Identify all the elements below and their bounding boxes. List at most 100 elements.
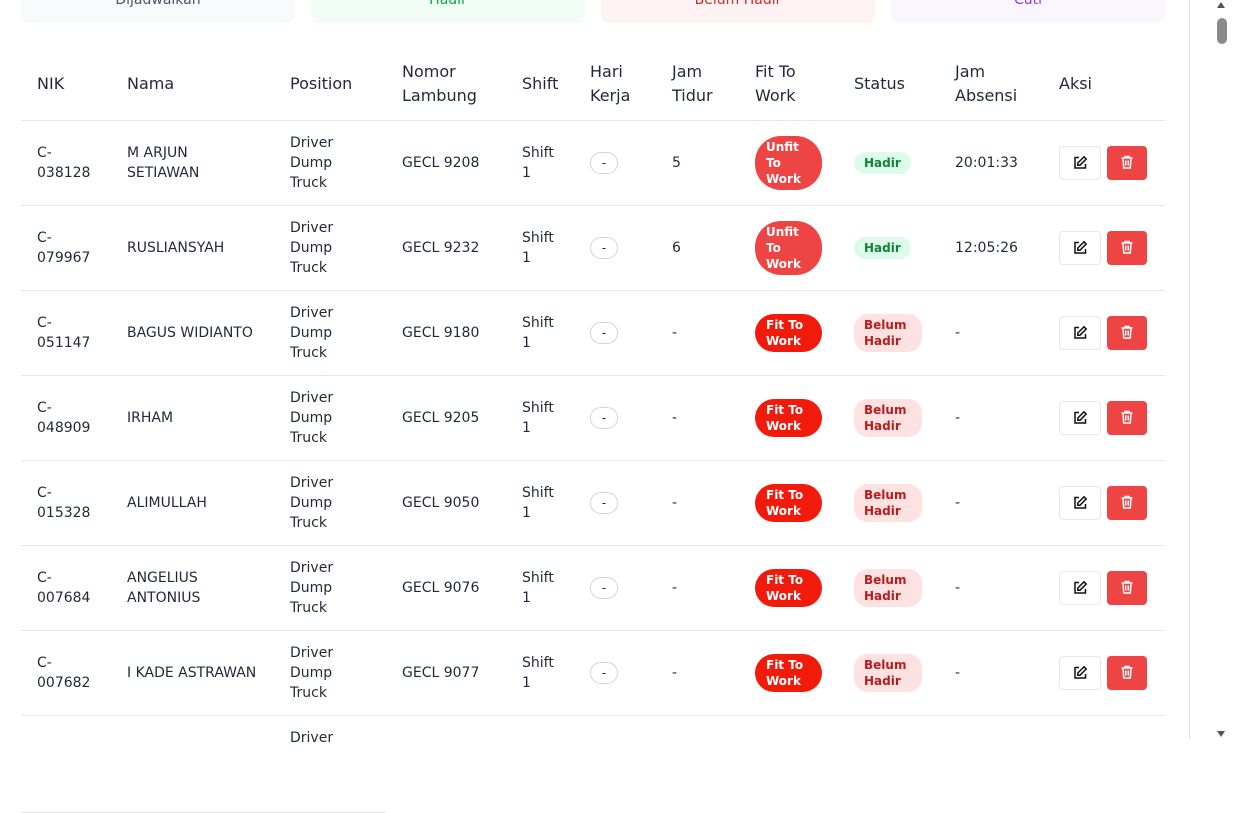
status-badge: Hadir xyxy=(854,237,911,259)
table-cell: Fit To Work xyxy=(739,460,838,546)
table-cell: C-007684 xyxy=(21,545,111,631)
card-leave[interactable]: Cuti xyxy=(891,0,1165,23)
table-cell: RUSLIANSYAH xyxy=(111,205,274,291)
cell-text: 20:01:33 xyxy=(955,155,1018,171)
table-cell: Driver Dump Truck xyxy=(274,375,386,461)
cell-text: - xyxy=(672,410,678,426)
edit-button[interactable] xyxy=(1059,571,1101,605)
column-header: Fit To Work xyxy=(739,48,838,121)
table-row: C-051147 BAGUS WIDIANTO Driver Dump Truck G… xyxy=(21,290,1165,376)
header-text: Fit To Work xyxy=(755,62,796,105)
table-cell: - xyxy=(656,375,739,461)
table-cell: - xyxy=(656,630,739,716)
delete-button[interactable] xyxy=(1107,146,1147,180)
cell-text: Driver Dump Truck xyxy=(290,305,334,361)
edit-button[interactable] xyxy=(1059,231,1101,265)
table-cell: IRHAM xyxy=(111,375,274,461)
table-cell: C-079967 xyxy=(21,205,111,291)
edit-button[interactable] xyxy=(1059,146,1101,180)
fitness-badge: Fit To Work xyxy=(755,484,822,522)
table-cell: ALIMULLAH xyxy=(111,460,274,546)
cell-text: - xyxy=(955,665,961,681)
table-cell: C-015328 xyxy=(21,460,111,546)
cell-text: C-038128 xyxy=(37,145,91,181)
table-cell: Fit To Work xyxy=(739,375,838,461)
page: Absensi {"cards": ["Dijadwalkan", "Hadir… xyxy=(21,0,1236,813)
column-header: Jam Absensi xyxy=(939,48,1043,121)
cell-text: - xyxy=(672,580,678,596)
fitness-badge: Fit To Work xyxy=(755,314,822,352)
column-header: Nomor Lambung xyxy=(386,48,506,121)
table-cell: - xyxy=(939,290,1043,376)
table-cell: C-007682 xyxy=(21,630,111,716)
cell-text: GECL 9180 xyxy=(402,325,480,341)
cell-text: Shift 1 xyxy=(522,570,554,606)
cell-text: Driver xyxy=(290,730,334,746)
edit-button[interactable] xyxy=(1059,316,1101,350)
cell-text: C-079967 xyxy=(37,230,91,266)
table-cell: Driver Dump Truck xyxy=(274,290,386,376)
cell-text: GECL 9050 xyxy=(402,495,480,511)
table-cell: Driver Dump Truck xyxy=(274,120,386,206)
scroll-down[interactable] xyxy=(1217,731,1225,737)
cell-text: ALIMULLAH xyxy=(127,495,207,511)
cell-text: Driver Dump Truck xyxy=(290,475,334,531)
delete-button[interactable] xyxy=(1107,316,1147,350)
table-cell: Driver Dump Truck xyxy=(274,460,386,546)
table-cell: - xyxy=(939,375,1043,461)
delete-button[interactable] xyxy=(1107,571,1147,605)
edit-button[interactable] xyxy=(1059,486,1101,520)
edit-button[interactable] xyxy=(1059,656,1101,690)
table-row: C-007684 ANGELIUS ANTONIUS Driver Dump Tru… xyxy=(21,545,1165,631)
table-cell: - xyxy=(574,630,656,716)
cell-text: Driver Dump Truck xyxy=(290,220,334,276)
table-cell: Belum Hadir xyxy=(838,460,939,546)
delete-button[interactable] xyxy=(1107,486,1147,520)
cell-text: BAGUS WIDIANTO xyxy=(127,325,253,341)
scroll-up[interactable] xyxy=(1217,2,1225,8)
cell-text: Driver Dump Truck xyxy=(290,390,334,446)
cell-text: C-007682 xyxy=(37,655,91,691)
workday-badge: - xyxy=(590,492,618,514)
cell-text: GECL 9232 xyxy=(402,240,480,256)
table-cell: GECL 9076 xyxy=(386,545,506,631)
table-cell: Fit To Work xyxy=(739,630,838,716)
column-header: Aksi xyxy=(1043,48,1165,121)
cell-text: C-007684 xyxy=(37,570,91,606)
table-cell: Shift 1 xyxy=(506,545,574,631)
column-header: Nama xyxy=(111,48,274,121)
table-cell: - xyxy=(574,205,656,291)
cell-text: - xyxy=(955,410,961,426)
delete-button[interactable] xyxy=(1107,231,1147,265)
table-row: C-048909 IRHAM Driver Dump Truck GECL 9205 S… xyxy=(21,375,1165,461)
workday-badge: - xyxy=(590,577,618,599)
cell-text: Shift 1 xyxy=(522,315,554,351)
column-header: Hari Kerja xyxy=(574,48,656,121)
cell-text: IRHAM xyxy=(127,410,174,426)
card-present[interactable]: Hadir xyxy=(311,0,585,23)
table-cell: 5 xyxy=(656,120,739,206)
cell-text: - xyxy=(955,495,961,511)
cell-text: Shift 1 xyxy=(522,400,554,436)
table-cell: - xyxy=(574,545,656,631)
actions-cell xyxy=(1043,460,1165,546)
table-cell xyxy=(111,715,274,813)
cell-text: - xyxy=(672,665,678,681)
column-header: NIK xyxy=(21,48,111,121)
actions-cell xyxy=(1043,205,1165,291)
cell-text: GECL 9077 xyxy=(402,665,480,681)
table-cell: C-048909 xyxy=(21,375,111,461)
table-cell: Shift 1 xyxy=(506,205,574,291)
fitness-badge: Fit To Work xyxy=(755,399,822,437)
delete-button[interactable] xyxy=(1107,401,1147,435)
scroll-thumb[interactable] xyxy=(1217,18,1227,44)
fitness-badge: Fit To Work xyxy=(755,654,822,692)
table-cell: Driver Dump Truck xyxy=(274,630,386,716)
delete-button[interactable] xyxy=(1107,656,1147,690)
scrollbar[interactable] xyxy=(1189,0,1236,739)
table-cell xyxy=(21,715,111,813)
table-cell: Hadir xyxy=(838,205,939,291)
card-scheduled[interactable]: Dijadwalkan xyxy=(21,0,295,23)
edit-button[interactable] xyxy=(1059,401,1101,435)
card-absent[interactable]: Belum Hadir xyxy=(601,0,875,23)
